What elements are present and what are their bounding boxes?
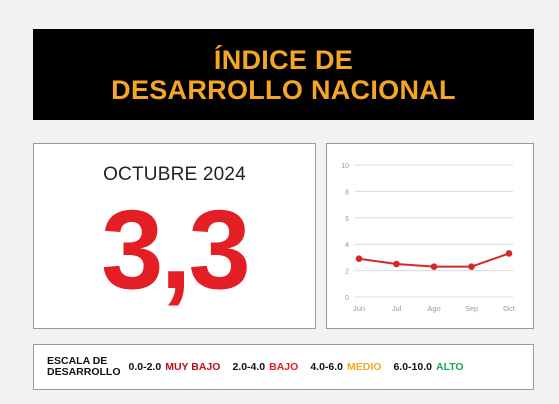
scale-range: 2.0-4.0 <box>232 361 266 373</box>
scale-title-line-2: DESARROLLO <box>47 366 121 378</box>
scale-level-bajo: 2.0-4.0 BAJO <box>232 361 298 373</box>
x-tick-label: Jul <box>392 304 402 313</box>
trend-chart-card: 0 2 4 6 8 10 Jun Jul Ago Sep Oct <box>326 143 534 329</box>
index-value: 3,3 <box>101 187 251 312</box>
scale-label: BAJO <box>269 361 299 373</box>
y-tick-label: 4 <box>345 242 349 249</box>
title-banner: ÍNDICE DE DESARROLLO NACIONAL <box>33 29 534 120</box>
data-point <box>430 263 438 270</box>
scale-range: 6.0-10.0 <box>393 361 432 373</box>
page-title-line-2: DESARROLLO NACIONAL <box>111 74 456 105</box>
development-scale-legend: ESCALA DE DESARROLLO 0.0-2.0 MUY BAJO 2.0… <box>33 344 534 390</box>
y-tick-label: 8 <box>345 189 349 196</box>
scale-level-medio: 4.0-6.0 MEDIO <box>310 361 381 373</box>
y-tick-label: 6 <box>345 216 349 223</box>
data-point <box>468 263 475 270</box>
page-title-line-1: ÍNDICE DE <box>213 44 354 75</box>
scale-title-line-1: ESCALA DE <box>47 355 108 367</box>
trend-line-chart: 0 2 4 6 8 10 Jun Jul Ago Sep Oct <box>341 163 516 313</box>
scale-label: ALTO <box>435 361 464 373</box>
data-point <box>355 255 363 263</box>
scale-level-muy-bajo: 0.0-2.0 MUY BAJO <box>129 361 221 373</box>
scale-range: 0.0-2.0 <box>128 361 162 373</box>
scale-level-alto: 6.0-10.0 ALTO <box>393 361 463 373</box>
period-label: OCTUBRE 2024 <box>103 164 246 185</box>
y-tick-label: 0 <box>345 295 349 302</box>
y-tick-label: 2 <box>345 269 349 276</box>
x-tick-label: Sep <box>465 304 478 313</box>
scale-range: 4.0-6.0 <box>310 361 344 373</box>
data-point <box>393 260 400 268</box>
y-tick-label: 10 <box>341 163 349 170</box>
x-tick-label: Jun <box>353 304 365 313</box>
x-tick-label: Oct <box>503 304 516 313</box>
x-tick-label: Ago <box>427 304 440 313</box>
data-point <box>505 250 513 257</box>
scale-title: ESCALA DE DESARROLLO <box>47 356 121 378</box>
index-value-card: OCTUBRE 2024 3,3 <box>33 143 316 329</box>
scale-label: MUY BAJO <box>165 361 221 373</box>
scale-label: MEDIO <box>347 361 382 373</box>
